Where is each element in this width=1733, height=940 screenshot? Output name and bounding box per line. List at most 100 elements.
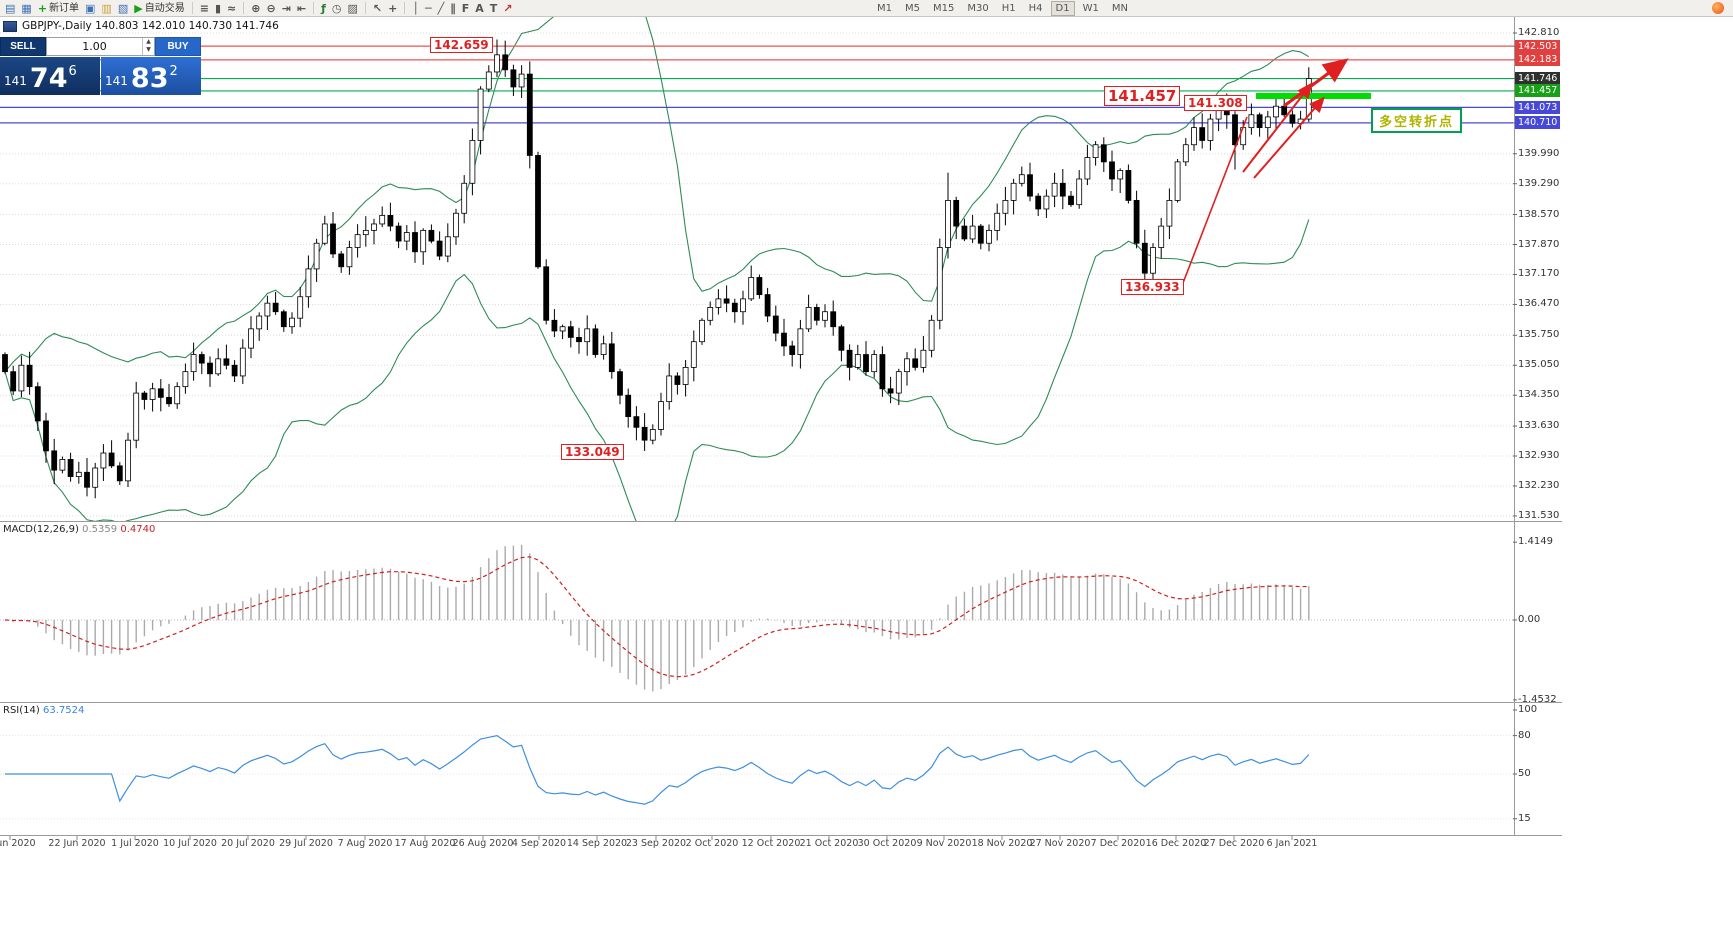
candle [879,354,886,390]
candle [1092,144,1099,158]
price-annotation-136933[interactable]: 136.933 [1121,279,1184,295]
candle [928,319,935,351]
candle [822,311,828,321]
candle [567,326,574,338]
trendline-icon[interactable]: ╱ [437,1,445,15]
candle [346,247,353,268]
volume-input[interactable]: 1.00 ▲ ▼ [46,37,155,56]
candle [1191,127,1197,146]
timeframe-d1[interactable]: D1 [1050,1,1075,16]
candle [953,200,960,227]
candle [1264,116,1271,129]
templates-icon[interactable]: ▨ [347,1,358,15]
buy-button[interactable]: BUY [155,37,201,56]
candle [576,337,582,343]
candle [51,450,58,471]
buy-price-display[interactable]: 141 83 2 [101,57,201,95]
periods-icon[interactable]: ◷ [331,1,342,15]
timeframe-mn[interactable]: MN [1111,3,1128,14]
text-label-icon[interactable]: T [489,1,498,15]
notification-icon[interactable] [1712,2,1724,14]
new-chart-icon[interactable]: ▤ [5,1,16,15]
price-scale-label: 132.230 [1518,479,1560,491]
candle [1273,105,1279,118]
candle [108,452,115,467]
price-annotation-141308[interactable]: 141.308 [1184,95,1247,111]
volume-down-button[interactable]: ▼ [146,46,151,53]
candle [10,371,17,392]
toolbar-separator [404,2,406,14]
candle [272,302,279,313]
candle [1018,174,1025,184]
history-center-icon[interactable]: ▥ [101,1,112,15]
one-click-trading-panel: SELL 1.00 ▲ ▼ BUY 141 74 6 141 83 2 [0,37,201,95]
candle [494,54,500,73]
candle [34,386,41,422]
date-label: 17 Aug 2020 [394,838,456,849]
candle [1281,105,1288,116]
candle [543,266,550,321]
candle [986,229,992,244]
autotrading-button[interactable]: ▶ 自动交易 [134,1,185,15]
chart-icon [3,20,17,32]
candle [1117,170,1124,180]
candle [748,277,755,300]
candlestick-chart-icon[interactable]: ▮ [214,1,221,15]
timeframe-h4[interactable]: H4 [1028,3,1043,14]
vertical-line-icon[interactable]: │ [412,1,419,15]
fibonacci-icon[interactable]: F [461,1,470,15]
candle [1141,242,1148,274]
market-watch-icon[interactable]: ▦ [21,1,32,15]
candle [1256,114,1263,129]
volume-value[interactable]: 1.00 [82,40,107,53]
timeframe-m1[interactable]: M1 [877,3,892,14]
candle [133,392,140,441]
price-scale-label: 133.630 [1518,420,1560,432]
auto-scroll-icon[interactable]: ⇥ [281,1,291,15]
zoom-in-icon[interactable]: ⊕ [251,1,261,15]
chart-shift-icon[interactable]: ⇤ [296,1,307,15]
rsi-line [5,734,1310,805]
timeframe-w1[interactable]: W1 [1082,3,1099,14]
bollinger-upper-band [4,16,1310,373]
date-label: 14 Sep 2020 [566,838,628,849]
sell-price-display[interactable]: 141 74 6 [0,57,100,95]
price-annotation-141457[interactable]: 141.457 [1104,86,1181,106]
candle [1059,182,1066,197]
timeframe-h1[interactable]: H1 [1001,3,1016,14]
candle [887,388,894,394]
price-annotation-high[interactable]: 142.659 [430,37,493,53]
trend-arrow [1182,116,1248,284]
horizontal-line-icon[interactable]: ─ [424,1,432,15]
candle [797,328,804,355]
timeframe-m30[interactable]: M30 [967,3,989,14]
channel-icon[interactable]: ∥ [450,1,456,15]
candle [116,465,123,482]
terminal-icon[interactable]: ▧ [117,1,129,15]
cursor-icon[interactable]: ↖ [372,1,383,15]
bar-chart-icon[interactable]: ≡ [199,1,209,15]
new-order-button[interactable]: + 新订单 [37,1,80,15]
timeframe-m15[interactable]: M15 [933,3,955,14]
turning-point-label[interactable]: 多空转折点 [1371,108,1463,133]
timeframe-m5[interactable]: M5 [905,3,920,14]
chart-title: GBPJPY-,Daily 140.803 142.010 140.730 14… [3,20,279,32]
crosshair-icon[interactable]: + [388,1,398,15]
text-icon[interactable]: A [475,1,484,15]
candle [945,200,951,248]
line-chart-icon[interactable]: ≈ [227,1,237,15]
chart-windows-icon[interactable]: ▣ [85,1,96,15]
candle [936,247,943,321]
chart-title-text: GBPJPY-,Daily 140.803 142.010 140.730 14… [22,20,279,32]
macd-scale-label: 1.4149 [1518,536,1553,548]
candle [1174,161,1181,201]
arrows-tool-icon[interactable]: ↗ [503,1,513,15]
candle [707,307,714,321]
volume-up-button[interactable]: ▲ [146,38,151,45]
trend-arrow [1253,96,1325,179]
sell-button[interactable]: SELL [0,37,46,56]
price-annotation-133049[interactable]: 133.049 [561,444,624,460]
indicators-icon[interactable]: ƒ [321,1,326,15]
zoom-out-icon[interactable]: ⊖ [266,1,276,15]
